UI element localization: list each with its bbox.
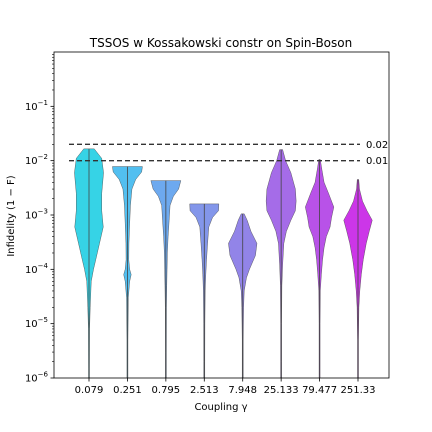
y-ticks-layer: 10−6 10−5 10−4 10−3 10−2 10−1 [25, 54, 54, 385]
x-tick-label-79.477: 79.477 [302, 385, 337, 396]
violins-layer [74, 148, 373, 379]
x-tick-label-0.251: 0.251 [113, 385, 142, 396]
x-tick-label-0.795: 0.795 [152, 385, 181, 396]
x-tick-label-2.513: 2.513 [190, 385, 219, 396]
y-axis-label: Infidelity (1 − F) [6, 175, 17, 256]
y-tick-label: 10−3 [25, 208, 48, 222]
y-tick-label: 10−6 [25, 371, 49, 385]
x-ticks-layer: 0.079 0.251 0.795 2.513 7.948 25.133 79.477 251… [75, 378, 376, 396]
reference-label-0.01: 0.01 [366, 156, 388, 167]
x-tick-label-7.948: 7.948 [228, 385, 257, 396]
reference-label-0.02: 0.02 [366, 140, 388, 151]
x-tick-label-25.133: 25.133 [264, 385, 299, 396]
x-tick-label-251.33: 251.33 [341, 385, 376, 396]
x-tick-label-0.079: 0.079 [75, 385, 104, 396]
y-tick-label: 10−4 [25, 262, 49, 276]
x-axis-label: Coupling γ [194, 402, 247, 413]
y-tick-label: 10−2 [25, 153, 48, 167]
chart-title: TSSOS w Kossakowski constr on Spin-Boson [89, 36, 352, 50]
y-tick-label: 10−5 [25, 316, 48, 330]
y-tick-label: 10−1 [25, 99, 48, 113]
reference-lines-layer: 0.02 0.01 [69, 140, 388, 167]
